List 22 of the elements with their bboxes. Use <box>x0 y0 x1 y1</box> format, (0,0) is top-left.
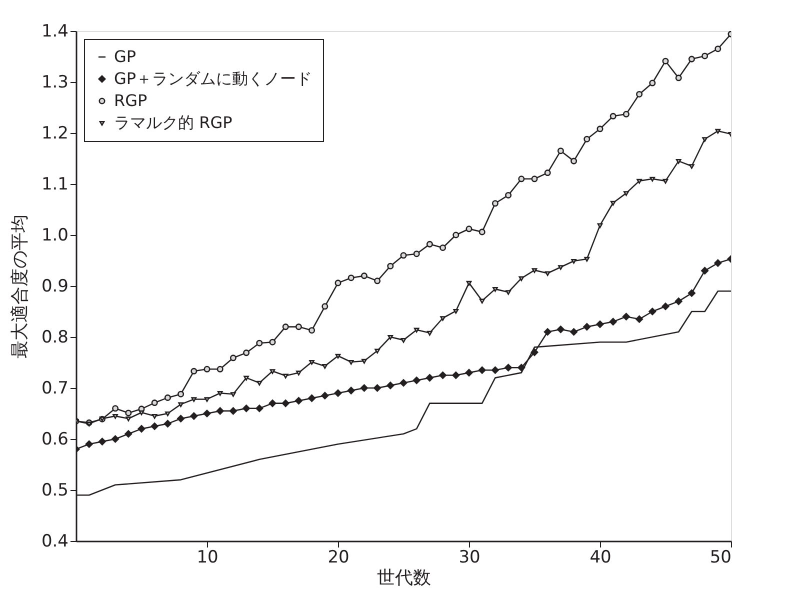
x-axis-title: 世代数 <box>377 568 431 588</box>
y-tick-label: 1.0 <box>41 226 68 246</box>
x-tick-label: 50 <box>710 548 732 568</box>
y-tick-label: 1.2 <box>41 124 68 144</box>
x-tick-label: 10 <box>196 548 218 568</box>
y-tick-label: 0.4 <box>41 532 68 552</box>
y-tick-label: 1.1 <box>41 174 68 194</box>
y-axis-title: 最大適合度の平均 <box>9 214 30 358</box>
legend-label: GP <box>114 47 136 66</box>
y-tick-label: 0.9 <box>41 276 68 296</box>
y-tick-label: 1.4 <box>41 22 68 42</box>
x-tick-label: 30 <box>458 548 480 568</box>
legend-label: RGP <box>114 91 148 110</box>
y-tick-label: 0.7 <box>41 378 68 398</box>
legend-label: ラマルク的 RGP <box>114 113 233 132</box>
y-tick-label: 0.8 <box>41 328 68 348</box>
x-tick-label: 40 <box>590 548 612 568</box>
y-tick-label: 0.6 <box>41 430 68 450</box>
y-tick-label: 1.3 <box>41 72 68 92</box>
legend-label: GP＋ランダムに動くノード <box>114 69 312 88</box>
x-tick-label: 20 <box>328 548 350 568</box>
y-tick-label: 0.5 <box>41 480 68 500</box>
